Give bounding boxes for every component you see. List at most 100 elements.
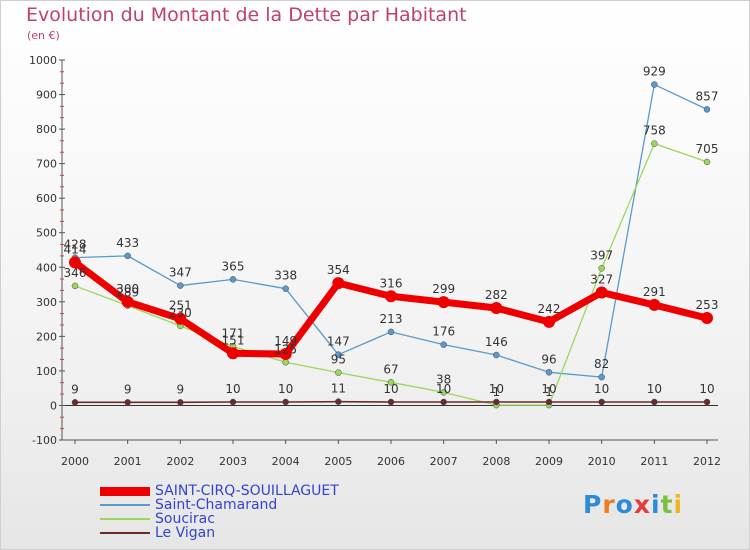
data-label: 354 — [327, 263, 350, 277]
x-tick-label: 2000 — [61, 455, 89, 468]
y-tick-label: 500 — [36, 227, 57, 240]
chart-subtitle: (en €) — [27, 29, 60, 42]
data-label: 242 — [538, 302, 561, 316]
data-point — [282, 285, 289, 292]
logo-letter: r — [602, 490, 616, 519]
legend-label: Soucirac — [155, 511, 215, 527]
data-label: 414 — [64, 242, 87, 256]
x-tick-label: 2007 — [430, 455, 458, 468]
data-point — [279, 347, 292, 360]
data-point — [545, 398, 553, 406]
data-point — [71, 399, 79, 406]
data-label: 96 — [541, 352, 556, 366]
data-label: 67 — [383, 362, 398, 376]
y-tick-label: 900 — [36, 89, 57, 102]
legend-swatch — [100, 486, 150, 496]
y-tick-label: 0 — [50, 399, 57, 412]
data-point — [440, 398, 447, 406]
data-label: 365 — [222, 259, 245, 273]
data-point — [703, 158, 711, 166]
y-tick-label: 600 — [36, 192, 57, 205]
y-tick-label: -100 — [32, 434, 57, 447]
data-label: 857 — [696, 89, 719, 103]
chart-title: Evolution du Montant de la Dette par Hab… — [26, 4, 467, 26]
data-label: 300 — [116, 282, 139, 296]
logo-letter: x — [633, 490, 651, 519]
x-tick-label: 2009 — [535, 455, 563, 468]
data-label: 10 — [647, 382, 662, 396]
data-point — [701, 312, 713, 325]
data-label: 230 — [169, 306, 192, 320]
data-label: 758 — [643, 124, 666, 138]
data-point — [387, 398, 395, 406]
data-point — [703, 106, 711, 113]
data-point — [493, 398, 500, 406]
data-point — [651, 140, 658, 147]
data-label: 10 — [541, 382, 556, 396]
data-point — [177, 282, 184, 289]
data-point — [545, 369, 553, 376]
data-label: 38 — [436, 372, 451, 386]
data-label: 10 — [278, 382, 293, 396]
data-label: 10 — [436, 382, 451, 396]
data-point — [490, 302, 503, 315]
data-label: 291 — [643, 285, 666, 299]
data-label: 149 — [274, 334, 297, 348]
data-point — [651, 398, 658, 406]
data-point — [177, 399, 184, 406]
logo-letter: i — [673, 490, 684, 519]
x-tick-label: 2001 — [114, 455, 142, 468]
y-tick-label: 800 — [36, 123, 57, 136]
x-tick-label: 2011 — [640, 455, 668, 468]
data-label: 1 — [493, 385, 501, 399]
data-label: 9 — [177, 382, 185, 396]
data-point — [71, 282, 79, 290]
data-label: 10 — [225, 382, 240, 396]
data-label: 213 — [380, 312, 403, 326]
proxiti-logo: Proxiti — [583, 490, 683, 519]
data-label: 316 — [380, 276, 403, 290]
data-point — [69, 256, 81, 269]
data-label: 10 — [489, 382, 504, 396]
x-tick-label: 2010 — [588, 455, 616, 468]
data-point — [648, 298, 661, 311]
data-point — [493, 351, 500, 359]
data-point — [385, 290, 397, 303]
data-label: 146 — [485, 335, 508, 349]
data-point — [598, 265, 605, 272]
data-label: 176 — [432, 325, 455, 339]
data-point — [332, 277, 345, 290]
data-label: 147 — [327, 335, 350, 349]
data-point — [124, 252, 131, 260]
data-point — [595, 286, 608, 299]
legend-label: Le Vigan — [155, 525, 216, 541]
data-label: 397 — [590, 248, 613, 262]
data-point — [598, 398, 605, 406]
legend-swatch — [100, 518, 150, 520]
data-point — [335, 351, 342, 358]
data-label: 338 — [274, 269, 297, 283]
data-point — [335, 398, 342, 405]
data-label: 151 — [222, 333, 245, 347]
legend-label: Saint-Chamarand — [155, 497, 278, 513]
legend-swatch — [100, 504, 150, 506]
data-point — [121, 295, 134, 308]
data-point — [229, 276, 237, 283]
data-label: 327 — [590, 272, 613, 286]
data-label: 346 — [64, 266, 87, 280]
data-point — [282, 398, 289, 406]
data-label: 929 — [643, 65, 666, 79]
logo-letter: o — [615, 490, 634, 519]
y-tick-label: 400 — [36, 261, 57, 274]
data-point — [174, 312, 187, 325]
data-point — [437, 296, 450, 309]
data-label: 705 — [696, 142, 719, 156]
data-label: 82 — [594, 357, 609, 371]
data-label: 433 — [116, 236, 139, 250]
data-point — [387, 379, 395, 386]
data-label: 11 — [331, 382, 346, 396]
data-point — [335, 369, 342, 376]
data-point — [651, 81, 658, 88]
data-label: 289 — [116, 286, 139, 300]
x-tick-label: 2003 — [219, 455, 247, 468]
